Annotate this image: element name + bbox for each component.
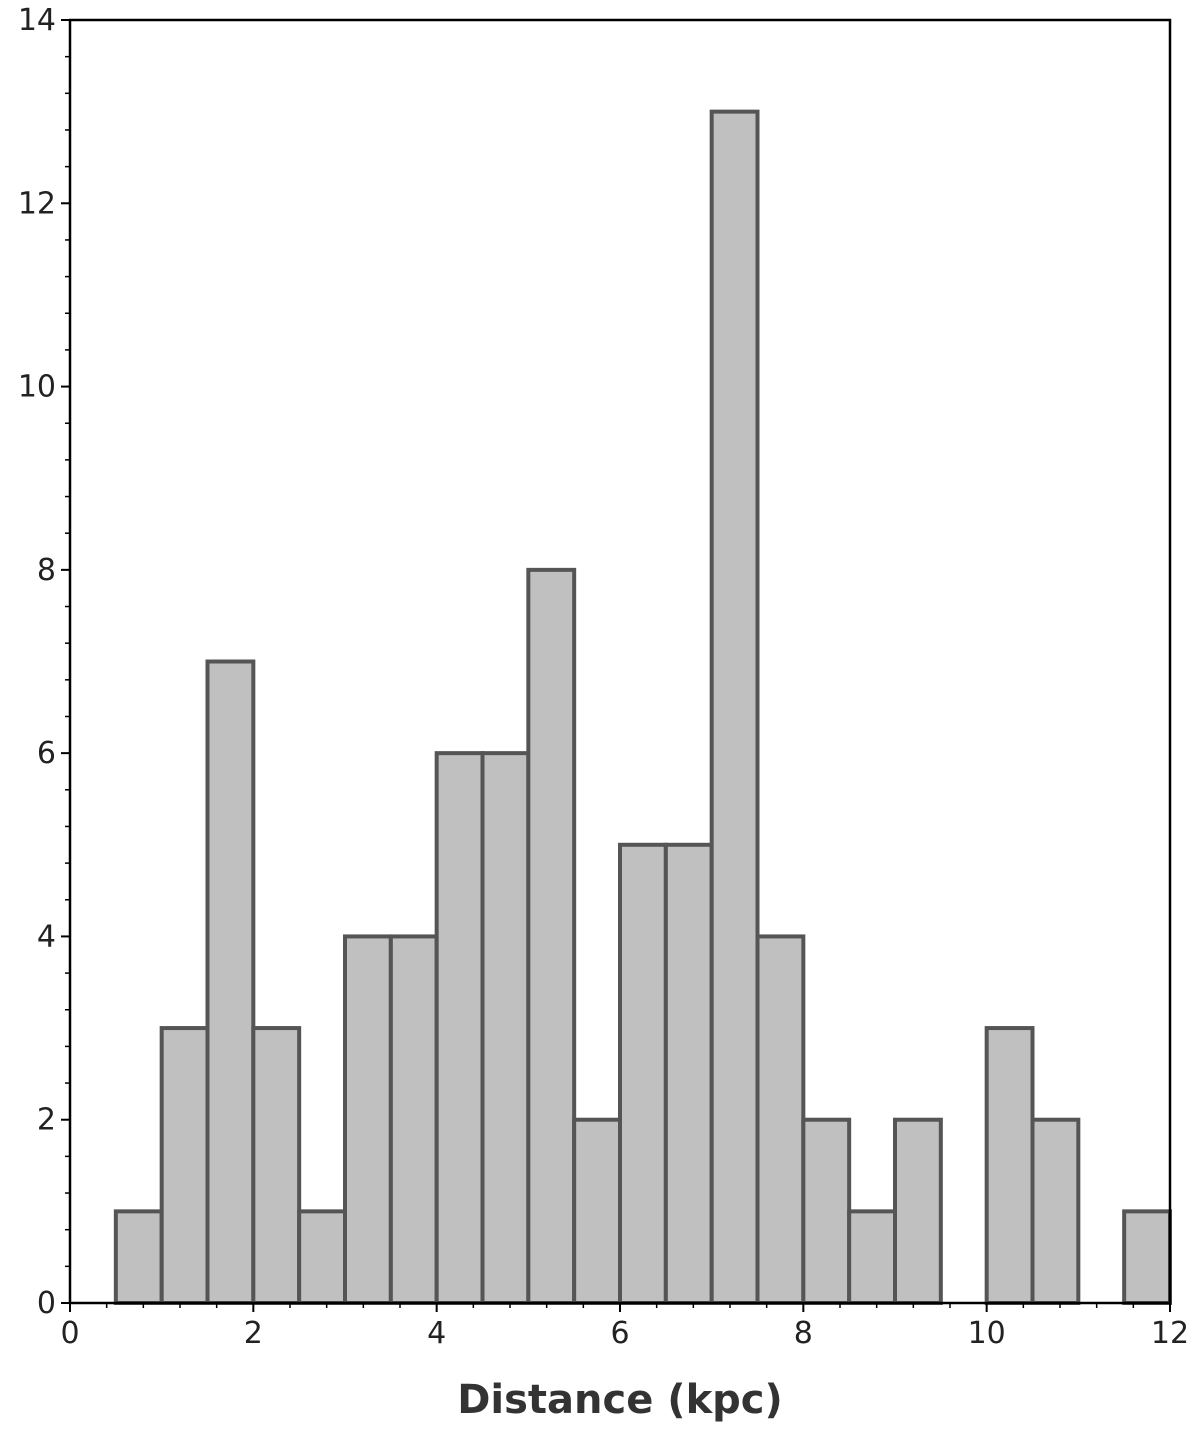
histogram-bar [297,1209,347,1306]
histogram-bar [205,659,256,1305]
bars-group [113,109,1172,1306]
x-tick-label: 12 [1151,1316,1189,1351]
x-tick-label: 0 [60,1316,79,1351]
histogram-bar [709,109,760,1306]
histogram-bar [618,842,668,1305]
histogram-bar [801,1117,852,1305]
histogram-bar [343,934,393,1306]
histogram-bar [893,1117,943,1305]
x-tick-label: 4 [427,1316,446,1351]
y-tick-label: 0 [37,1286,56,1321]
x-tick-label: 8 [794,1316,813,1351]
histogram-bar [526,567,577,1305]
y-tick-label: 4 [37,919,56,954]
histogram-bar [847,1209,898,1306]
plot-frame [68,18,1172,1305]
y-tick-label: 10 [18,370,56,405]
histogram-bar [1122,1209,1172,1306]
histogram-bar [663,842,714,1305]
histogram-bar [434,751,485,1305]
x-tick-label: 10 [968,1316,1006,1351]
histogram-bar [1030,1117,1081,1305]
y-tick-label: 14 [18,3,56,38]
y-tick-label: 6 [37,736,56,771]
tick-labels-group: 0 2 4 6 8 10 12 0 2 4 6 8 10 12 14 [18,3,1189,1351]
histogram-bar [572,1117,623,1305]
y-tick-label: 12 [18,186,56,221]
histogram-bar [251,1026,302,1305]
x-axis-label: Distance (kpc) [457,1377,783,1423]
histogram-bar [480,751,531,1305]
histogram-bar [984,1026,1035,1305]
y-tick-label: 8 [37,553,56,588]
histogram-bar [388,934,439,1306]
histogram-bar [113,1209,164,1306]
histogram-bar [755,934,806,1306]
x-tick-label: 6 [610,1316,629,1351]
histogram-bar [159,1026,210,1305]
y-tick-label: 2 [37,1103,56,1138]
x-tick-label: 2 [244,1316,263,1351]
